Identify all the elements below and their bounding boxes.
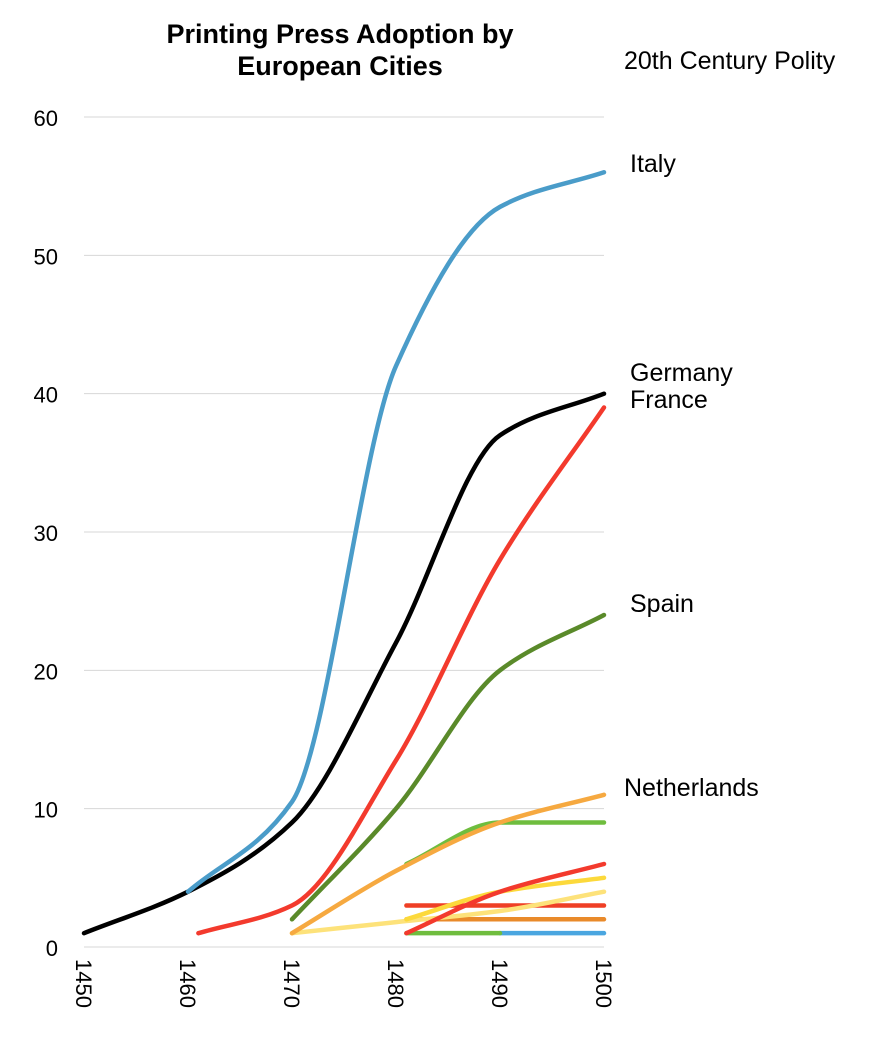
y-tick-label: 40: [34, 383, 58, 408]
x-tick-label: 1500: [591, 959, 616, 1008]
series-line-5: [404, 820, 607, 867]
legend-title: 20th Century Polity: [624, 47, 836, 75]
x-axis-ticks: 1450 1460 1470 1480 1490 1500: [71, 959, 616, 1008]
series-label-france: France: [630, 386, 708, 414]
y-tick-label: 50: [34, 244, 58, 269]
series-line-netherlands: [289, 792, 607, 936]
series-label-spain: Spain: [630, 590, 694, 618]
y-tick-label: 0: [46, 936, 58, 961]
series-label-netherlands: Netherlands: [624, 774, 759, 802]
series-line-6: [404, 861, 607, 936]
grid-lines: [84, 116, 604, 948]
chart-title-line-2: European Cities: [237, 51, 443, 81]
chart-title-line-1: Printing Press Adoption by: [166, 19, 514, 49]
series-label-italy: Italy: [630, 150, 676, 178]
series-line-spain: [289, 612, 607, 922]
y-tick-label: 10: [34, 798, 58, 823]
x-tick-label: 1460: [175, 959, 200, 1008]
series-line-germany: [81, 391, 607, 936]
series-label-germany: Germany: [630, 359, 733, 387]
y-tick-label: 30: [34, 521, 58, 546]
series-line-8: [289, 889, 607, 936]
series-lines: [81, 170, 607, 936]
x-tick-label: 1450: [71, 959, 96, 1008]
x-tick-label: 1480: [383, 959, 408, 1008]
x-tick-label: 1490: [487, 959, 512, 1008]
series-line-italy: [185, 170, 607, 894]
chart-title: Printing Press Adoption by European Citi…: [120, 18, 560, 82]
y-tick-label: 20: [34, 659, 58, 684]
x-tick-label: 1470: [279, 959, 304, 1008]
y-axis-ticks: 0 10 20 30 40 50 60: [34, 106, 58, 961]
y-tick-label: 60: [34, 106, 58, 131]
series-line-france: [196, 405, 607, 936]
